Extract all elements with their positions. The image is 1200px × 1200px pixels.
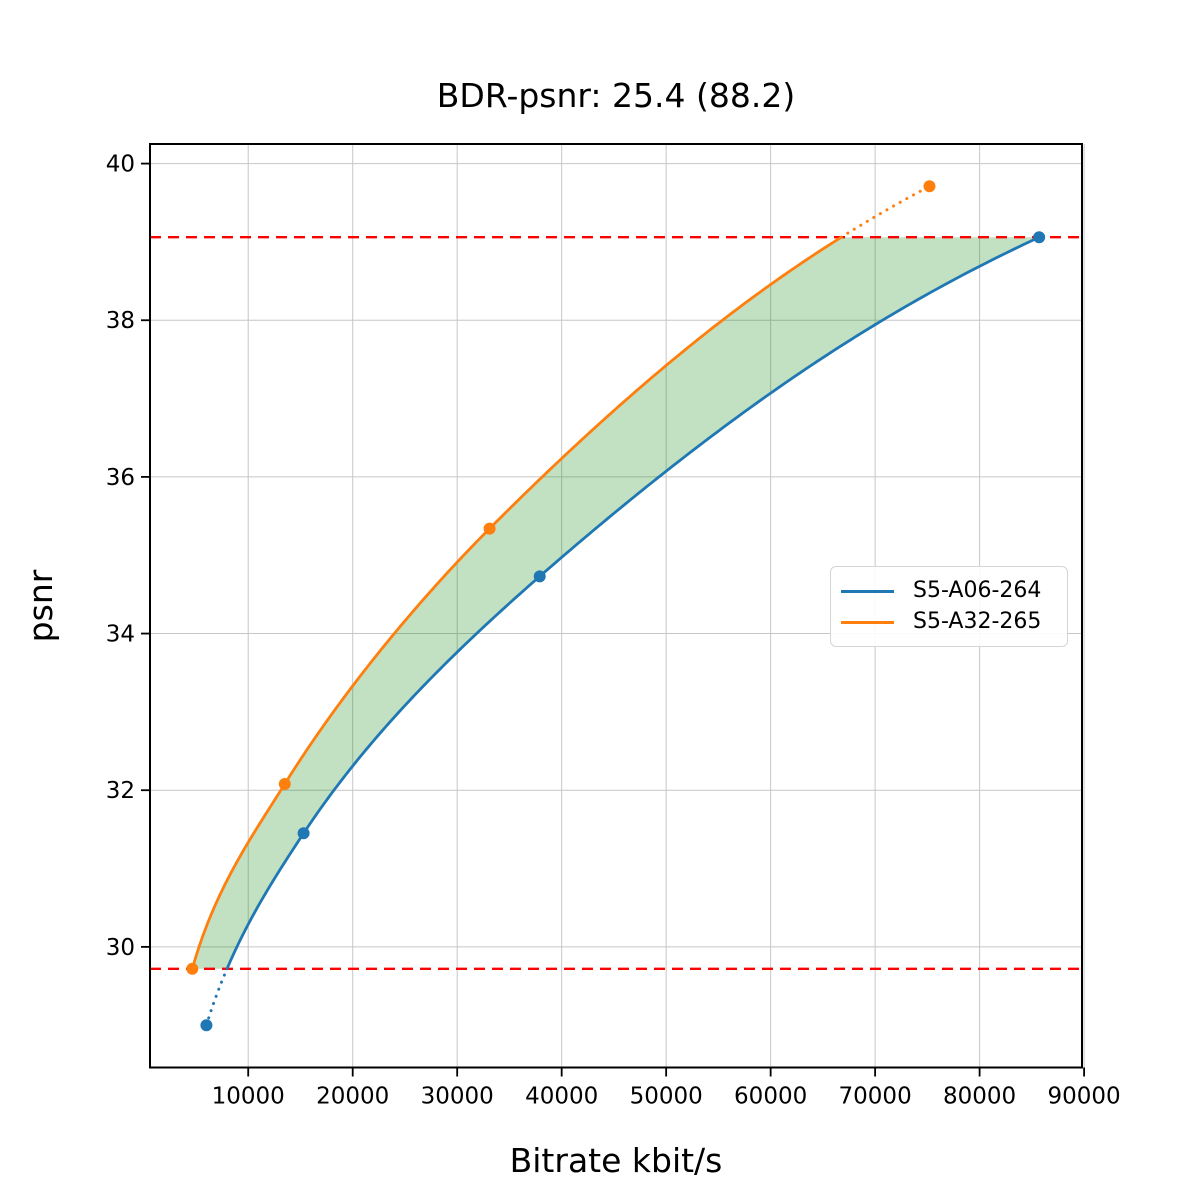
x-tick-label: 60000 (734, 1084, 807, 1110)
data-point-marker-s5-a06-264 (1033, 231, 1046, 244)
x-tick-label: 90000 (1048, 1084, 1121, 1110)
series-line-s5-a32-265 (190, 235, 843, 971)
series-dotted-extension-s5-a32-265 (839, 184, 931, 239)
y-tick-label: 40 (106, 152, 135, 178)
x-tick-label: 70000 (839, 1084, 912, 1110)
grid-layer (150, 144, 1085, 1068)
data-point-marker-s5-a32-265 (186, 962, 199, 975)
x-tick-label: 50000 (630, 1084, 703, 1110)
curve-layer (190, 184, 1041, 1027)
legend-label: S5-A32-265 (913, 609, 1042, 634)
x-tick-label: 30000 (421, 1084, 494, 1110)
data-point-marker-s5-a06-264 (200, 1019, 213, 1032)
legend-entry-s5-a06-264: S5-A06-264 (841, 580, 1057, 602)
data-point-marker-s5-a06-264 (297, 827, 310, 840)
x-axis-label: Bitrate kbit/s (510, 1141, 723, 1180)
y-tick-label: 34 (106, 622, 135, 648)
legend-line-sample-blue (841, 589, 894, 593)
y-tick-label: 30 (106, 935, 135, 961)
data-point-marker-s5-a06-264 (533, 570, 546, 583)
data-point-marker-s5-a32-265 (483, 522, 496, 535)
chart-title: BDR-psnr: 25.4 (88.2) (437, 76, 795, 115)
legend-entry-s5-a32-265: S5-A32-265 (841, 611, 1057, 633)
x-tick-label: 40000 (525, 1084, 598, 1110)
y-tick-label: 32 (106, 778, 135, 804)
x-tick-label: 10000 (212, 1084, 285, 1110)
marker-layer (186, 180, 1046, 1032)
x-tick-label: 20000 (316, 1084, 389, 1110)
series-dotted-extension-s5-a06-264 (204, 967, 229, 1027)
legend-line-sample-orange (841, 620, 894, 624)
x-tick-label: 80000 (943, 1084, 1016, 1110)
axes-frame (149, 143, 1083, 1069)
data-point-marker-s5-a32-265 (278, 777, 291, 790)
legend-label: S5-A06-264 (913, 578, 1042, 603)
data-point-marker-s5-a32-265 (923, 180, 936, 193)
series-line-s5-a06-264 (225, 235, 1041, 971)
y-axis-label: psnr (21, 569, 60, 642)
hline-layer (150, 236, 1082, 970)
y-tick-label: 36 (106, 465, 135, 491)
y-tick-label: 38 (106, 308, 135, 334)
tick-layer: 10000 20000 30000 40000 50000 60000 70000 80000… (106, 152, 1121, 1110)
legend: S5-A06-264 S5-A32-265 (830, 566, 1068, 647)
axes-frame-layer (149, 143, 1083, 1069)
